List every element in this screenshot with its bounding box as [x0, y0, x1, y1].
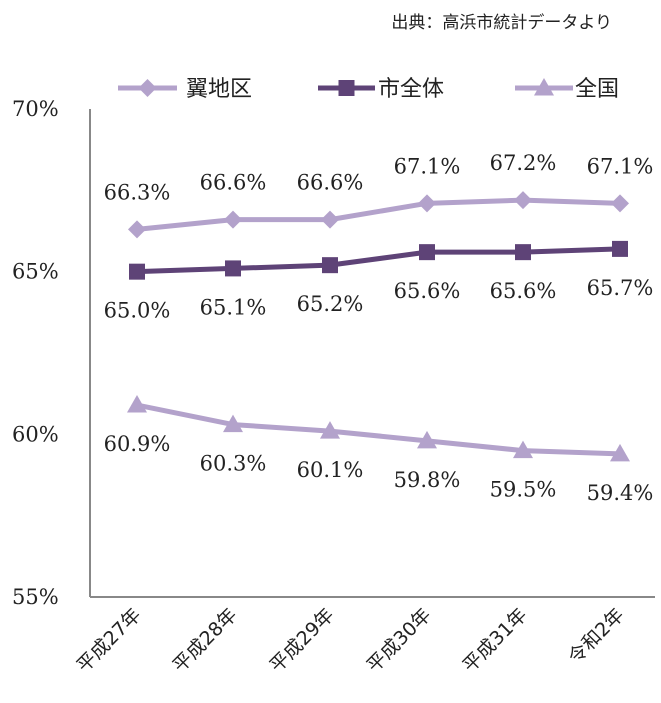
- data-point: [515, 244, 531, 261]
- data-point: [224, 210, 242, 229]
- series-layer: [127, 191, 630, 462]
- data-point: [610, 443, 630, 462]
- data-label: 65.0%: [104, 299, 171, 323]
- data-label: 59.5%: [490, 478, 557, 502]
- x-tick-label: 平成29年: [266, 604, 339, 677]
- x-tick-label: 令和2年: [564, 604, 628, 668]
- legend-item: 全国: [515, 77, 619, 102]
- data-point: [611, 194, 629, 213]
- data-point: [127, 395, 147, 413]
- legend-label: 翼地区: [186, 77, 252, 102]
- y-tick-label: 70%: [12, 97, 59, 121]
- legend-marker: [138, 79, 157, 97]
- data-point: [322, 257, 338, 274]
- data-label: 65.2%: [297, 292, 364, 316]
- data-label: 65.1%: [200, 295, 267, 319]
- data-point: [419, 244, 435, 261]
- data-point: [129, 263, 145, 280]
- legend-marker: [338, 80, 355, 96]
- y-tick-label: 65%: [12, 260, 59, 284]
- data-label: 67.2%: [490, 151, 557, 175]
- series-line: [134, 197, 623, 232]
- data-label: 65.6%: [394, 279, 461, 303]
- data-point: [513, 440, 533, 459]
- data-point: [128, 220, 146, 239]
- data-label: 66.6%: [200, 171, 267, 195]
- x-axis-ticks: 平成27年 平成28年 平成29年 平成30年 平成31年 令和2年: [73, 604, 629, 677]
- data-label: 65.6%: [490, 279, 557, 303]
- series-line: [134, 402, 623, 457]
- chart-legend: 翼地区 市全体 全国: [118, 77, 619, 102]
- x-tick-label: 平成31年: [459, 604, 532, 677]
- data-label: 59.4%: [587, 481, 654, 505]
- data-label: 60.9%: [104, 432, 171, 456]
- data-label: 67.1%: [587, 154, 654, 178]
- data-point: [612, 240, 628, 257]
- legend-item: 市全体: [318, 77, 444, 102]
- legend-item: 翼地区: [118, 77, 252, 102]
- data-label: 59.8%: [394, 468, 461, 492]
- data-point: [514, 191, 532, 210]
- legend-label: 全国: [575, 77, 619, 102]
- data-label: 66.3%: [104, 180, 171, 204]
- data-labels-layer: 66.3% 66.6% 66.6% 67.1% 67.2% 67.1% 65.0% 65.1%…: [104, 151, 654, 505]
- data-point: [320, 421, 340, 439]
- source-note: 出典：高浜市統計データより: [391, 12, 612, 33]
- data-label: 60.3%: [200, 452, 267, 476]
- y-tick-label: 60%: [12, 422, 59, 446]
- series-line: [134, 246, 623, 275]
- legend-label: 市全体: [378, 77, 444, 102]
- data-label: 65.7%: [587, 276, 654, 300]
- data-label: 67.1%: [394, 154, 461, 178]
- data-label: 66.6%: [297, 171, 364, 195]
- series-3: [127, 395, 630, 462]
- data-label: 60.1%: [297, 458, 364, 482]
- series-2: [129, 240, 628, 280]
- x-tick-label: 平成28年: [169, 604, 242, 677]
- x-tick-label: 平成27年: [73, 604, 146, 677]
- y-axis-ticks: 70% 65% 60% 55%: [12, 97, 59, 609]
- series-1: [128, 191, 629, 239]
- data-point: [225, 260, 241, 277]
- y-tick-label: 55%: [12, 585, 59, 609]
- data-point: [321, 210, 339, 229]
- data-point: [418, 194, 436, 213]
- legend-marker: [534, 78, 554, 96]
- data-point: [417, 430, 437, 449]
- x-tick-label: 平成30年: [363, 604, 436, 677]
- data-point: [223, 414, 243, 433]
- chart-axes: [89, 109, 655, 598]
